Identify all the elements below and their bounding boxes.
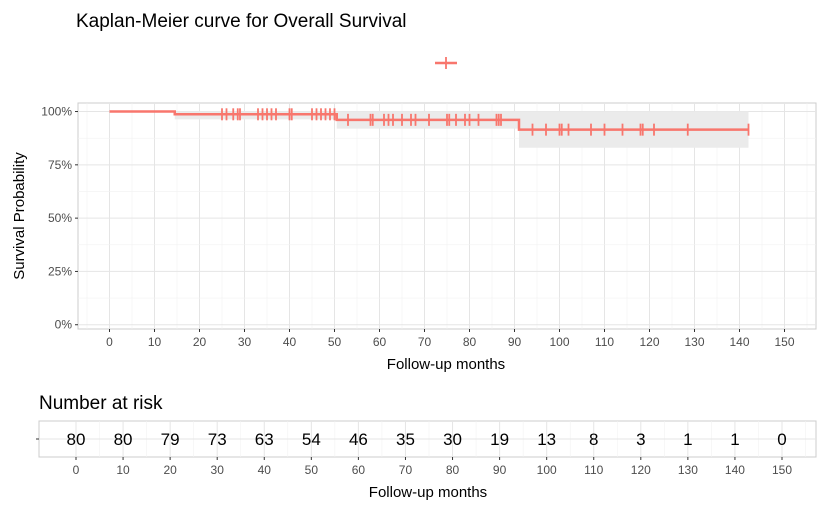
risk-count-value: 63: [255, 430, 274, 449]
risk-x-tick-label: 80: [446, 463, 460, 477]
risk-x-tick-label: 70: [399, 463, 413, 477]
km-y-tick-label: 75%: [48, 158, 72, 172]
risk-x-tick-label: 150: [772, 463, 792, 477]
risk-x-tick-label: 30: [211, 463, 225, 477]
km-y-tick-label: 25%: [48, 264, 72, 278]
risk-x-tick-label: 40: [258, 463, 272, 477]
censor-marks: [221, 108, 750, 136]
survival-step-line: [109, 110, 749, 131]
risk-x-tick-label: 130: [678, 463, 698, 477]
risk-count-value: 30: [443, 430, 462, 449]
km-y-tick-label: 100%: [41, 105, 72, 119]
risk-table-title: Number at risk: [39, 393, 163, 414]
km-y-axis-title: Survival Probability: [11, 152, 28, 280]
legend: [435, 57, 457, 69]
km-x-tick-label: 40: [283, 335, 297, 349]
km-gridlines: [78, 103, 816, 329]
km-x-axis-title: Follow-up months: [387, 356, 505, 373]
chart-title: Kaplan-Meier curve for Overall Survival: [76, 11, 407, 32]
risk-x-tick-label: 90: [493, 463, 507, 477]
km-x-tick-label: 110: [595, 335, 614, 349]
risk-table-values: 80 80 79 73 63 54 46 35 30 19 13 8 3 1 1 0: [67, 430, 787, 449]
km-x-tick-label: 70: [418, 335, 432, 349]
km-x-tick-label: 50: [328, 335, 342, 349]
km-x-tick-label: 130: [684, 335, 704, 349]
km-x-tick-label: 80: [463, 335, 477, 349]
risk-count-value: 73: [208, 430, 227, 449]
risk-count-value: 19: [490, 430, 509, 449]
risk-x-tick-label: 10: [116, 463, 130, 477]
km-x-tick-label: 0: [106, 335, 113, 349]
risk-count-value: 1: [730, 430, 739, 449]
risk-x-axis-title: Follow-up months: [369, 484, 487, 501]
risk-count-value: 1: [683, 430, 692, 449]
km-x-tick-label: 60: [373, 335, 387, 349]
km-y-tick-labels: 0% 25% 50% 75% 100%: [41, 105, 78, 332]
km-x-tick-label: 150: [774, 335, 794, 349]
km-x-tick-label: 100: [549, 335, 569, 349]
risk-x-tick-label: 50: [305, 463, 319, 477]
km-x-tick-label: 120: [639, 335, 659, 349]
risk-x-tick-labels: 0 10 20 30 40 50 60 70 80 90 100 110 120 130 140 150: [73, 457, 792, 477]
risk-count-value: 54: [302, 430, 321, 449]
km-y-tick-label: 50%: [48, 211, 72, 225]
risk-count-value: 80: [67, 430, 86, 449]
km-x-tick-labels: 0 10 20 30 40 50 60 70 80 90 100 110 120 130 140 150: [106, 329, 795, 349]
risk-count-value: 8: [589, 430, 598, 449]
km-x-tick-label: 20: [193, 335, 207, 349]
risk-x-tick-label: 140: [725, 463, 745, 477]
risk-count-value: 3: [636, 430, 645, 449]
km-x-tick-label: 90: [508, 335, 522, 349]
km-x-tick-label: 10: [148, 335, 162, 349]
km-x-tick-label: 140: [729, 335, 749, 349]
risk-count-value: 46: [349, 430, 368, 449]
risk-x-tick-label: 20: [163, 463, 177, 477]
risk-count-value: 13: [537, 430, 556, 449]
km-x-tick-label: 30: [238, 335, 252, 349]
risk-count-value: 35: [396, 430, 415, 449]
risk-count-value: 80: [114, 430, 133, 449]
confidence-band-area: [109, 111, 749, 148]
risk-x-tick-label: 120: [631, 463, 651, 477]
risk-count-value: 79: [161, 430, 180, 449]
confidence-band: [109, 111, 749, 148]
survival-curve: [109, 110, 749, 131]
risk-table-gridlines: [36, 421, 816, 457]
risk-x-tick-label: 60: [352, 463, 366, 477]
risk-x-tick-label: 100: [537, 463, 557, 477]
risk-x-tick-label: 110: [584, 463, 603, 477]
risk-x-tick-label: 0: [73, 463, 80, 477]
km-y-tick-label: 0%: [55, 318, 73, 332]
risk-count-value: 0: [777, 430, 786, 449]
